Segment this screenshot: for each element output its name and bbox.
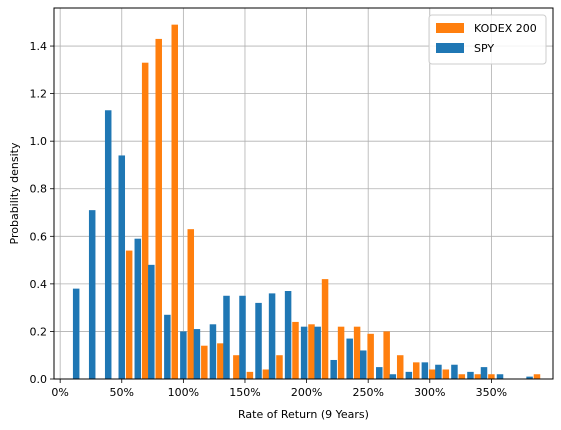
bar-spy <box>239 295 246 379</box>
bar-kodex-200 <box>533 374 541 379</box>
bar-spy <box>134 238 142 379</box>
legend-swatch-spy <box>436 43 464 53</box>
bar-kodex-200 <box>442 369 450 379</box>
y-tick-label: 0.0 <box>30 373 48 386</box>
bar-spy <box>223 295 230 379</box>
x-axis-ticks: 0% 50% 100% 150% 200% 250% 300% 350% <box>51 379 507 399</box>
bar-spy <box>405 371 413 379</box>
bar-kodex-200 <box>353 326 361 379</box>
legend: KODEX 200 SPY <box>428 14 547 65</box>
y-tick-label: 0.6 <box>30 230 48 243</box>
x-tick-label: 100% <box>168 386 199 399</box>
bar-kodex-200 <box>217 343 224 379</box>
bar-spy <box>314 326 321 379</box>
y-tick-label: 0.4 <box>30 278 48 291</box>
bar-spy <box>496 374 504 379</box>
bar-spy <box>268 293 276 379</box>
bar-kodex-200 <box>488 374 495 379</box>
y-tick-label: 1.0 <box>30 135 48 148</box>
legend-swatch-kodex-200 <box>436 23 464 33</box>
bar-spy <box>346 338 353 379</box>
bar-spy <box>330 359 337 379</box>
x-tick-label: 0% <box>51 386 68 399</box>
bar-spy <box>193 329 201 379</box>
bar-kodex-200 <box>337 326 345 379</box>
bar-spy <box>209 324 217 379</box>
x-tick-label: 350% <box>476 386 507 399</box>
bar-spy <box>104 110 112 379</box>
bar-kodex-200 <box>125 250 133 379</box>
plot-frame <box>53 7 554 380</box>
bar-spy <box>164 314 171 379</box>
y-axis-ticks: 0.0 0.2 0.4 0.6 0.8 1.0 1.2 1.4 <box>30 40 54 386</box>
legend-label-spy: SPY <box>474 42 494 55</box>
legend-label-kodex-200: KODEX 200 <box>474 22 537 35</box>
bar-kodex-200 <box>412 362 420 379</box>
y-tick-label: 0.8 <box>30 183 48 196</box>
y-tick-label: 1.4 <box>30 40 48 53</box>
bar-spy <box>180 331 187 379</box>
bar-kodex-200 <box>187 229 195 379</box>
bar-spy <box>451 364 458 379</box>
bar-spy <box>300 326 308 379</box>
bar-spy <box>255 302 262 379</box>
bar-kodex-200 <box>383 331 390 379</box>
bar-spy <box>360 350 367 379</box>
x-tick-label: 250% <box>352 386 383 399</box>
y-tick-label: 1.2 <box>30 88 48 101</box>
bar-kodex-200 <box>233 355 240 379</box>
bar-kodex-200 <box>171 24 178 380</box>
bar-spy <box>284 291 292 379</box>
bar-spy <box>88 210 96 379</box>
bar-spy <box>526 376 533 379</box>
bar-kodex-200 <box>155 38 162 380</box>
bar-spy <box>72 288 80 379</box>
bar-kodex-200 <box>321 279 329 379</box>
bar-spy <box>389 374 397 379</box>
bar-kodex-200 <box>474 374 482 379</box>
x-tick-label: 200% <box>291 386 322 399</box>
bar-kodex-200 <box>429 369 436 379</box>
y-axis-label: Probability density <box>8 142 21 244</box>
bar-spy <box>480 367 488 379</box>
bar-spy <box>467 371 474 379</box>
bar-spy <box>376 367 383 379</box>
bar-spy <box>118 155 126 379</box>
x-tick-label: 300% <box>414 386 445 399</box>
bar-kodex-200 <box>246 371 254 379</box>
x-tick-label: 150% <box>229 386 260 399</box>
y-tick-label: 0.2 <box>30 325 48 338</box>
bars <box>72 24 541 380</box>
x-tick-label: 50% <box>110 386 134 399</box>
bar-kodex-200 <box>458 374 466 379</box>
bar-kodex-200 <box>367 333 374 379</box>
bar-spy <box>421 362 429 379</box>
bar-spy <box>148 264 155 379</box>
bar-kodex-200 <box>141 62 149 379</box>
bar-kodex-200 <box>262 369 270 379</box>
bar-kodex-200 <box>276 355 283 379</box>
bar-kodex-200 <box>308 324 315 379</box>
bar-kodex-200 <box>201 345 208 379</box>
bar-spy <box>435 364 442 379</box>
bar-kodex-200 <box>396 355 404 379</box>
bar-kodex-200 <box>292 321 299 379</box>
x-axis-label: Rate of Return (9 Years) <box>238 408 369 421</box>
